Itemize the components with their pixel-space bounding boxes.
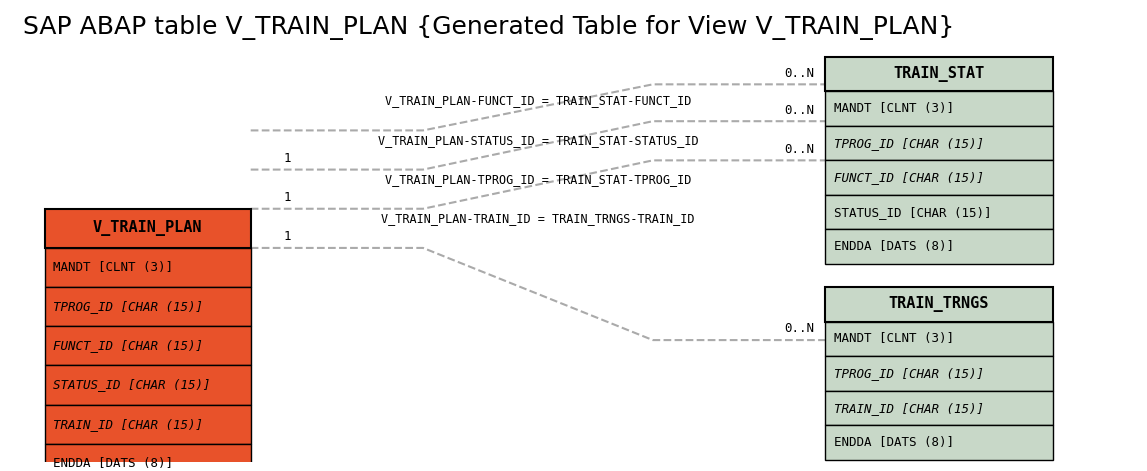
FancyBboxPatch shape (45, 326, 251, 365)
Text: TPROG_ID [CHAR (15)]: TPROG_ID [CHAR (15)] (54, 300, 203, 313)
Text: 1: 1 (283, 230, 290, 244)
Text: ENDDA [DATS (8)]: ENDDA [DATS (8)] (834, 240, 954, 253)
Text: 1: 1 (283, 152, 290, 165)
Text: TRAIN_ID [CHAR (15)]: TRAIN_ID [CHAR (15)] (834, 402, 984, 414)
FancyBboxPatch shape (825, 425, 1053, 460)
Text: 0..N: 0..N (785, 143, 814, 156)
Text: TRAIN_TRNGS: TRAIN_TRNGS (889, 296, 989, 312)
Text: 1: 1 (283, 191, 290, 204)
FancyBboxPatch shape (825, 391, 1053, 425)
FancyBboxPatch shape (825, 91, 1053, 126)
Text: TPROG_ID [CHAR (15)]: TPROG_ID [CHAR (15)] (834, 137, 984, 150)
Text: TRAIN_ID [CHAR (15)]: TRAIN_ID [CHAR (15)] (54, 418, 203, 430)
FancyBboxPatch shape (45, 287, 251, 326)
Text: TPROG_ID [CHAR (15)]: TPROG_ID [CHAR (15)] (834, 367, 984, 380)
Text: STATUS_ID [CHAR (15)]: STATUS_ID [CHAR (15)] (834, 206, 991, 219)
FancyBboxPatch shape (45, 248, 251, 287)
Text: V_TRAIN_PLAN-TRAIN_ID = TRAIN_TRNGS-TRAIN_ID: V_TRAIN_PLAN-TRAIN_ID = TRAIN_TRNGS-TRAI… (381, 212, 695, 225)
Text: ENDDA [DATS (8)]: ENDDA [DATS (8)] (834, 436, 954, 449)
Text: FUNCT_ID [CHAR (15)]: FUNCT_ID [CHAR (15)] (834, 171, 984, 184)
FancyBboxPatch shape (825, 57, 1053, 91)
Text: MANDT [CLNT (3)]: MANDT [CLNT (3)] (834, 333, 954, 345)
Text: 0..N: 0..N (785, 67, 814, 80)
Text: MANDT [CLNT (3)]: MANDT [CLNT (3)] (834, 102, 954, 115)
Text: FUNCT_ID [CHAR (15)]: FUNCT_ID [CHAR (15)] (54, 339, 203, 352)
Text: V_TRAIN_PLAN: V_TRAIN_PLAN (93, 220, 203, 236)
Text: STATUS_ID [CHAR (15)]: STATUS_ID [CHAR (15)] (54, 379, 211, 391)
Text: 0..N: 0..N (785, 323, 814, 335)
Text: 0..N: 0..N (785, 104, 814, 117)
FancyBboxPatch shape (45, 365, 251, 405)
Text: MANDT [CLNT (3)]: MANDT [CLNT (3)] (54, 261, 173, 274)
FancyBboxPatch shape (825, 287, 1053, 322)
FancyBboxPatch shape (825, 229, 1053, 264)
FancyBboxPatch shape (45, 405, 251, 444)
FancyBboxPatch shape (825, 322, 1053, 356)
Text: V_TRAIN_PLAN-TPROG_ID = TRAIN_STAT-TPROG_ID: V_TRAIN_PLAN-TPROG_ID = TRAIN_STAT-TPROG… (384, 173, 692, 186)
Text: SAP ABAP table V_TRAIN_PLAN {Generated Table for View V_TRAIN_PLAN}: SAP ABAP table V_TRAIN_PLAN {Generated T… (23, 15, 954, 40)
FancyBboxPatch shape (825, 195, 1053, 229)
FancyBboxPatch shape (45, 209, 251, 248)
FancyBboxPatch shape (825, 126, 1053, 160)
Text: V_TRAIN_PLAN-FUNCT_ID = TRAIN_STAT-FUNCT_ID: V_TRAIN_PLAN-FUNCT_ID = TRAIN_STAT-FUNCT… (384, 94, 692, 107)
FancyBboxPatch shape (825, 160, 1053, 195)
FancyBboxPatch shape (45, 444, 251, 471)
Text: TRAIN_STAT: TRAIN_STAT (894, 66, 984, 82)
Text: V_TRAIN_PLAN-STATUS_ID = TRAIN_STAT-STATUS_ID: V_TRAIN_PLAN-STATUS_ID = TRAIN_STAT-STAT… (377, 134, 699, 146)
Text: ENDDA [DATS (8)]: ENDDA [DATS (8)] (54, 457, 173, 470)
FancyBboxPatch shape (825, 356, 1053, 391)
